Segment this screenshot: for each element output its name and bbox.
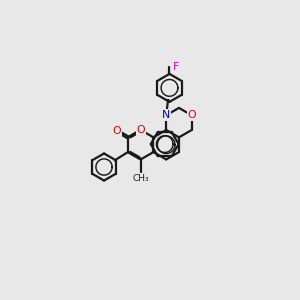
Text: CH₃: CH₃ — [132, 174, 149, 183]
Text: F: F — [173, 62, 179, 72]
Text: O: O — [136, 125, 145, 135]
Text: O: O — [188, 110, 196, 120]
Text: N: N — [162, 110, 170, 120]
Text: O: O — [112, 126, 121, 136]
